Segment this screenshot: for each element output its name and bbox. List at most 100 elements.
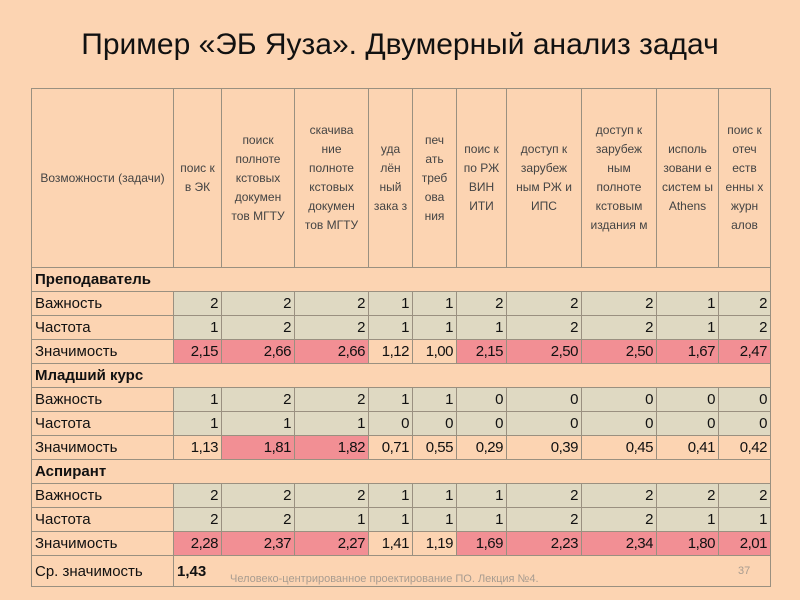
value-cell: 2,23: [506, 531, 582, 556]
value-cell: 2,15: [173, 339, 222, 364]
value-cell: 0: [581, 411, 657, 436]
row-label: Важность: [31, 291, 174, 316]
value-cell: 1,82: [294, 435, 369, 460]
value-cell: 1: [368, 483, 413, 508]
table-row: Значимость 2,15 2,66 2,66 1,12 1,00 2,15 2,50 2,…: [31, 339, 771, 364]
value-cell: 2: [221, 483, 295, 508]
value-cell: 2: [221, 387, 295, 412]
value-cell: 1: [718, 507, 771, 532]
value-cell: 1: [221, 411, 295, 436]
value-cell: 0: [718, 387, 771, 412]
column-header: доступ к зарубеж ным полноте кстовым изд…: [581, 88, 657, 268]
value-cell: 2,47: [718, 339, 771, 364]
value-cell: 0,39: [506, 435, 582, 460]
value-cell: 2,01: [718, 531, 771, 556]
value-cell: 1: [368, 507, 413, 532]
value-cell: 2,66: [221, 339, 295, 364]
value-cell: 1: [412, 507, 457, 532]
value-cell: 1,00: [412, 339, 457, 364]
value-cell: 1,19: [412, 531, 457, 556]
value-cell: 1: [368, 387, 413, 412]
group-name: Преподаватель: [31, 267, 771, 292]
column-header: поиск полноте кстовых докумен тов МГТУ: [221, 88, 295, 268]
column-header: доступ к зарубеж ным РЖ и ИПС: [506, 88, 582, 268]
value-cell: 2,28: [173, 531, 222, 556]
value-cell: 1: [456, 507, 507, 532]
value-cell: 0,29: [456, 435, 507, 460]
value-cell: 1: [173, 315, 222, 340]
value-cell: 1,69: [456, 531, 507, 556]
value-cell: 2,50: [581, 339, 657, 364]
table-row: Важность 2 2 2 1 1 2 2 2 1 2: [31, 291, 771, 316]
row-label: Частота: [31, 507, 174, 532]
row-label: Важность: [31, 387, 174, 412]
value-cell: 2: [456, 291, 507, 316]
value-cell: 1: [656, 315, 719, 340]
value-cell: 2: [221, 507, 295, 532]
value-cell: 2: [506, 483, 582, 508]
value-cell: 2: [294, 291, 369, 316]
value-cell: 1,12: [368, 339, 413, 364]
column-header: уда лён ный зака з: [368, 88, 413, 268]
column-header: поис к отеч еств енны х журн алов: [718, 88, 771, 268]
value-cell: 1: [656, 291, 719, 316]
value-cell: 0: [412, 411, 457, 436]
group-name: Младший курс: [31, 363, 771, 388]
table-row: Важность 1 2 2 1 1 0 0 0 0 0: [31, 387, 771, 412]
value-cell: 0: [456, 411, 507, 436]
value-cell: 0: [656, 387, 719, 412]
value-cell: 1,13: [173, 435, 222, 460]
value-cell: 2,50: [506, 339, 582, 364]
value-cell: 1: [294, 411, 369, 436]
value-cell: 2: [173, 483, 222, 508]
value-cell: 2: [173, 507, 222, 532]
header-capabilities: Возможности (задачи): [31, 88, 174, 268]
value-cell: 0: [581, 387, 657, 412]
value-cell: 0: [506, 387, 582, 412]
group-row: Младший курс: [31, 363, 771, 388]
row-label: Значимость: [31, 435, 174, 460]
value-cell: 1,67: [656, 339, 719, 364]
value-cell: 2: [718, 483, 771, 508]
table-row: Значимость 2,28 2,37 2,27 1,41 1,19 1,69 2,23 2,…: [31, 531, 771, 556]
value-cell: 0,45: [581, 435, 657, 460]
value-cell: 2: [581, 315, 657, 340]
value-cell: 2: [581, 291, 657, 316]
table-row: Частота 2 2 1 1 1 1 2 2 1 1: [31, 507, 771, 532]
average-label: Ср. значимость: [31, 555, 174, 587]
value-cell: 0,71: [368, 435, 413, 460]
table-row: Частота 1 2 2 1 1 1 2 2 1 2: [31, 315, 771, 340]
value-cell: 2: [581, 507, 657, 532]
table-row: Значимость 1,13 1,81 1,82 0,71 0,55 0,29 0,39 0,…: [31, 435, 771, 460]
value-cell: 2,37: [221, 531, 295, 556]
column-header: скачива ние полноте кстовых докумен тов …: [294, 88, 369, 268]
value-cell: 1: [456, 483, 507, 508]
value-cell: 2,15: [456, 339, 507, 364]
value-cell: 2: [506, 291, 582, 316]
value-cell: 1: [656, 507, 719, 532]
table-row: Важность 2 2 2 1 1 1 2 2 2 2: [31, 483, 771, 508]
value-cell: 2: [221, 291, 295, 316]
group-row: Аспирант: [31, 459, 771, 484]
value-cell: 2: [718, 291, 771, 316]
value-cell: 1,81: [221, 435, 295, 460]
value-cell: 1,41: [368, 531, 413, 556]
value-cell: 1: [456, 315, 507, 340]
value-cell: 1: [173, 387, 222, 412]
footer-text: Человеко-центрированное проектирование П…: [230, 573, 539, 585]
row-label: Частота: [31, 411, 174, 436]
value-cell: 0,55: [412, 435, 457, 460]
value-cell: 1: [412, 387, 457, 412]
page-number: 37: [738, 565, 751, 577]
group-row: Преподаватель: [31, 267, 771, 292]
slide-title: Пример «ЭБ Яуза». Двумерный анализ задач: [81, 28, 719, 61]
value-cell: 1: [368, 315, 413, 340]
value-cell: 2,66: [294, 339, 369, 364]
value-cell: 0: [718, 411, 771, 436]
row-label: Частота: [31, 315, 174, 340]
header-row: Возможности (задачи) поис к в ЭК поиск по…: [31, 88, 771, 268]
column-header: поис к в ЭК: [173, 88, 222, 268]
value-cell: 2: [221, 315, 295, 340]
value-cell: 1,80: [656, 531, 719, 556]
average-row: Ср. значимость 1,43: [31, 555, 771, 587]
